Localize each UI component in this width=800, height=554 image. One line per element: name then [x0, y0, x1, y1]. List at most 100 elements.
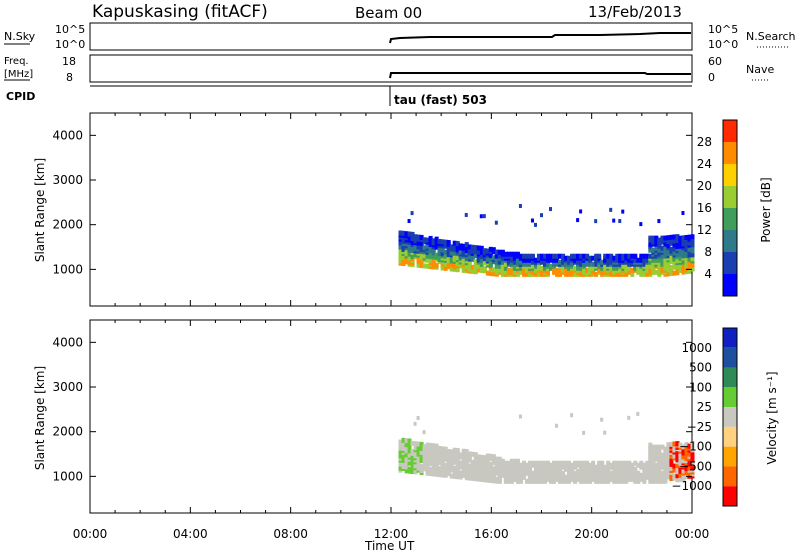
data-cell: [558, 259, 563, 265]
data-cell: [431, 238, 436, 244]
data-cell: [482, 214, 486, 219]
data-cell: [555, 267, 560, 273]
data-cell: [437, 247, 442, 253]
data-cell: [482, 475, 487, 481]
data-cell: [401, 230, 406, 236]
data-cell: [588, 470, 593, 476]
time-axis: 00:00 04:00 08:00 12:00 16:00 20:00 00:00: [73, 527, 710, 541]
data-cell: [687, 240, 692, 246]
freq-panel: Freq. [MHz] 18 8 60 0 Nave: [4, 54, 774, 84]
data-cell: [410, 211, 414, 216]
data-cell: [549, 253, 554, 259]
colorbar-tick-label: −25: [687, 420, 712, 434]
data-cell: [603, 430, 607, 435]
data-cell: [422, 444, 427, 450]
data-cell: [543, 466, 548, 472]
data-cell: [428, 246, 433, 252]
data-cell: [455, 255, 460, 261]
data-cell: [503, 265, 508, 271]
data-cell: [588, 474, 593, 480]
data-cell: [603, 253, 608, 259]
data-cell: [660, 460, 665, 466]
data-cell: [603, 269, 608, 275]
data-cell: [473, 253, 478, 259]
data-cell: [476, 255, 481, 261]
data-cell: [437, 460, 442, 466]
data-cell: [687, 256, 692, 262]
data-cell: [524, 462, 529, 468]
data-cell: [428, 252, 433, 258]
power-ylabel: Slant Range [km]: [33, 158, 47, 262]
data-cell: [416, 457, 421, 463]
data-cell: [657, 237, 662, 243]
data-cell: [690, 234, 695, 240]
data-cell: [467, 262, 472, 268]
data-cell: [416, 256, 421, 262]
data-cell: [672, 234, 677, 240]
data-cell: [518, 462, 523, 468]
data-cell: [410, 440, 415, 446]
data-cell: [482, 463, 487, 469]
data-cell: [419, 240, 424, 246]
data-cell: [549, 466, 554, 472]
data-cell: [651, 247, 656, 253]
data-cell: [512, 263, 517, 269]
data-cell: [594, 261, 599, 267]
data-cell: [494, 476, 499, 482]
data-cell: [663, 458, 668, 464]
cpid-mode: tau (fast) 503: [394, 93, 487, 107]
data-cell: [500, 263, 505, 269]
data-cell: [600, 464, 605, 470]
data-cell: [546, 460, 551, 466]
data-cell: [503, 460, 508, 466]
data-cell: [521, 253, 526, 259]
data-cell: [536, 253, 541, 259]
data-cell: [654, 245, 659, 251]
data-cell: [431, 254, 436, 260]
data-cell: [561, 464, 566, 470]
data-cell: [612, 218, 616, 223]
data-cell: [476, 267, 481, 273]
data-cell: [464, 212, 468, 217]
data-cell: [416, 416, 420, 421]
freq-label: Freq.: [4, 56, 29, 67]
data-cell: [600, 417, 604, 422]
data-cell: [410, 469, 415, 475]
x-tick-label: 00:00: [73, 527, 108, 541]
data-cell: [615, 460, 620, 466]
data-cell: [491, 454, 496, 460]
colorbar-segment: [723, 387, 737, 408]
data-cell: [422, 245, 427, 251]
data-cell: [600, 259, 605, 265]
data-cell: [591, 460, 596, 466]
data-cell: [552, 261, 557, 267]
data-cell: [663, 245, 668, 251]
colorbar-segment: [723, 208, 737, 230]
data-cell: [660, 452, 665, 458]
data-cell: [401, 461, 406, 467]
data-cell: [401, 437, 406, 443]
data-cell: [410, 448, 415, 454]
data-cell: [609, 462, 614, 468]
data-cell: [549, 263, 554, 269]
data-cell: [543, 253, 548, 259]
x-tick-label: 20:00: [574, 527, 609, 541]
data-cell: [497, 462, 502, 468]
data-cell: [606, 253, 611, 259]
data-cell: [690, 451, 695, 457]
data-cell: [621, 460, 626, 466]
data-cell: [443, 462, 448, 468]
data-cell: [585, 460, 590, 466]
data-cell: [639, 460, 644, 466]
data-cell: [585, 267, 590, 273]
colorbar-tick-label: 1000: [681, 341, 712, 355]
data-cell: [467, 244, 472, 250]
colorbar-tick-label: −500: [679, 459, 712, 473]
data-cell: [678, 442, 683, 448]
data-cell: [615, 265, 620, 271]
noise-trace: [389, 32, 691, 44]
colorbar-segment: [723, 186, 737, 208]
data-cell: [681, 241, 686, 247]
data-cell: [461, 472, 466, 478]
data-cell: [431, 457, 436, 463]
